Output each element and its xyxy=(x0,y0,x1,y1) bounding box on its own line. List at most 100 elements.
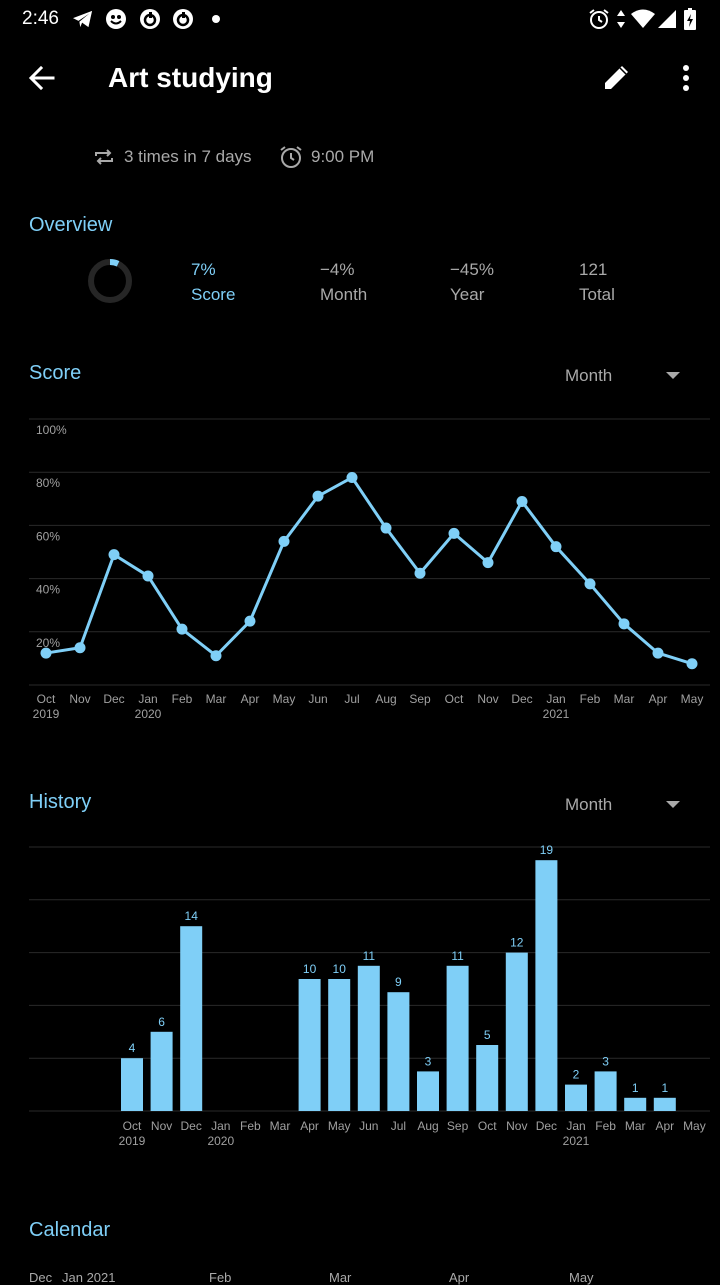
history-x-tick-label: Nov xyxy=(151,1119,172,1133)
history-bar xyxy=(535,860,558,1111)
score-x-tick-label: Mar xyxy=(614,692,635,706)
score-x-tick-label: Sep xyxy=(409,692,431,706)
history-x-tick-label: Mar xyxy=(270,1119,291,1133)
notification-app-icon xyxy=(139,8,161,30)
history-bar xyxy=(505,952,528,1111)
score-x-tick-label: Apr xyxy=(649,692,668,706)
history-bar-value-label: 12 xyxy=(510,936,524,950)
history-x-tick-year: 2019 xyxy=(119,1134,146,1148)
score-x-tick-label: Jan xyxy=(546,692,565,706)
history-x-tick-label: Feb xyxy=(595,1119,616,1133)
edit-icon[interactable] xyxy=(601,61,633,93)
history-bar-value-label: 3 xyxy=(425,1054,432,1068)
score-x-tick-label: May xyxy=(273,692,296,706)
score-data-point xyxy=(108,549,120,561)
history-range-dropdown[interactable]: Month xyxy=(565,795,613,814)
score-data-point xyxy=(312,490,324,502)
history-bar xyxy=(180,926,203,1111)
score-data-point xyxy=(176,623,188,635)
history-bar-value-label: 11 xyxy=(451,949,464,963)
overview-stat-value-year: −45% xyxy=(450,260,494,279)
history-bar xyxy=(417,1071,439,1111)
score-data-point xyxy=(448,527,460,539)
dropdown-arrow-icon[interactable] xyxy=(663,368,683,384)
overview-stat-value-total: 121 xyxy=(579,260,608,279)
score-data-point xyxy=(40,647,52,659)
history-x-tick-label: Sep xyxy=(447,1119,469,1133)
score-range-dropdown[interactable]: Month xyxy=(565,366,613,385)
score-data-point xyxy=(74,642,86,654)
score-x-tick-label: Dec xyxy=(511,692,532,706)
score-title: Score xyxy=(29,362,82,384)
score-y-tick-label: 20% xyxy=(36,636,60,650)
history-bar-value-label: 9 xyxy=(395,975,402,989)
score-data-point xyxy=(142,570,154,582)
data-transfer-icon xyxy=(614,8,628,30)
score-ring xyxy=(86,257,134,305)
dropdown-arrow-icon[interactable] xyxy=(663,797,683,813)
score-x-tick-year: 2020 xyxy=(135,707,162,721)
score-x-tick-label: Aug xyxy=(375,692,396,706)
score-y-tick-label: 40% xyxy=(36,583,60,597)
history-bar-value-label: 2 xyxy=(573,1068,580,1082)
score-data-point xyxy=(414,567,426,579)
history-x-tick-label: Jul xyxy=(391,1119,406,1133)
history-bar-value-label: 3 xyxy=(602,1054,609,1068)
history-x-tick-label: Oct xyxy=(123,1119,142,1133)
history-bar-value-label: 10 xyxy=(333,962,347,976)
calendar-month-label: Apr xyxy=(449,1270,470,1285)
score-data-point xyxy=(278,535,290,547)
score-data-point xyxy=(652,647,664,659)
score-y-tick-label: 60% xyxy=(36,529,60,543)
calendar-month-label: Dec xyxy=(29,1270,53,1285)
score-x-tick-label: Oct xyxy=(37,692,56,706)
status-bar: 2:46 xyxy=(0,0,720,36)
overview-stat-label-year: Year xyxy=(450,285,485,304)
history-x-tick-label: May xyxy=(683,1119,706,1133)
history-bar xyxy=(298,979,321,1111)
habit-frequency: 3 times in 7 days xyxy=(124,147,252,166)
page-title: Art studying xyxy=(108,62,273,93)
history-x-tick-label: Dec xyxy=(181,1119,202,1133)
score-x-tick-label: Dec xyxy=(103,692,124,706)
history-x-tick-label: Apr xyxy=(300,1119,319,1133)
score-data-point xyxy=(550,541,562,553)
overview-stat-label-score: Score xyxy=(191,285,236,304)
history-bar-value-label: 19 xyxy=(540,843,554,857)
history-bar xyxy=(121,1058,143,1111)
score-data-point xyxy=(210,650,222,662)
battery-charging-icon xyxy=(682,8,698,30)
more-vert-icon[interactable] xyxy=(674,62,698,94)
overview-stat-label-total: Total xyxy=(579,285,615,304)
score-x-tick-label: Jan xyxy=(138,692,157,706)
score-x-tick-label: Nov xyxy=(69,692,90,706)
history-x-tick-label: Jan xyxy=(211,1119,230,1133)
history-bar xyxy=(446,965,469,1111)
score-data-point xyxy=(618,618,630,630)
history-bar xyxy=(150,1031,173,1111)
history-bar-value-label: 1 xyxy=(661,1081,668,1095)
wifi-icon xyxy=(630,8,656,30)
score-x-tick-label: Jul xyxy=(344,692,359,706)
history-bar-value-label: 1 xyxy=(632,1081,639,1095)
history-x-tick-label: Apr xyxy=(655,1119,674,1133)
score-data-point xyxy=(346,472,358,484)
history-x-tick-label: May xyxy=(328,1119,351,1133)
history-x-tick-label: Jun xyxy=(359,1119,378,1133)
history-bar xyxy=(565,1084,587,1111)
overview-stat-value-month: −4% xyxy=(320,260,355,279)
calendar-month-label: Jan 2021 xyxy=(62,1270,116,1285)
score-x-tick-label: Jun xyxy=(308,692,327,706)
alarm-icon xyxy=(278,144,304,170)
history-x-tick-label: Nov xyxy=(506,1119,527,1133)
score-y-tick-label: 100% xyxy=(36,423,67,437)
app-bar xyxy=(0,36,720,122)
calendar-month-label: Mar xyxy=(329,1270,352,1285)
overview-stat-label-month: Month xyxy=(320,285,368,304)
history-bar xyxy=(387,992,410,1111)
score-data-point xyxy=(686,658,698,670)
score-data-point xyxy=(380,522,392,534)
back-arrow-icon[interactable] xyxy=(26,62,58,94)
score-data-point xyxy=(244,615,256,627)
